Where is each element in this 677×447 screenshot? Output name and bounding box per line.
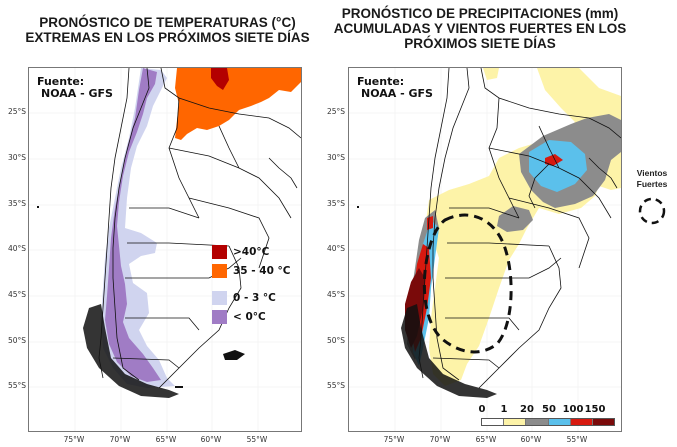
source-label-title: Fuente: xyxy=(357,75,405,88)
colorbar-tick: 150 xyxy=(584,404,606,415)
colorbar-bin-100-150 xyxy=(570,419,593,425)
colorbar-tick: 50 xyxy=(542,404,556,415)
legend-label: >40°C xyxy=(233,246,270,258)
colorbar-bin-1-20 xyxy=(504,419,527,425)
lat-label-right: 50°S xyxy=(326,336,345,345)
borders xyxy=(98,68,301,389)
lon-label-left: 75°W xyxy=(63,435,85,444)
precipitation-colorbar xyxy=(481,418,615,426)
wind-legend-line-1: Vientos xyxy=(636,168,668,178)
colorbar-bin-20-50 xyxy=(526,419,549,425)
precipitation-map-graphic xyxy=(349,68,621,431)
lat-label-right: 40°S xyxy=(326,244,345,253)
source-label-title: Fuente: xyxy=(37,75,85,88)
lat-label-left: 35°S xyxy=(7,199,26,208)
lat-label-right: 35°S xyxy=(326,199,345,208)
chile-coast-islands xyxy=(37,206,245,398)
lon-label-right: 55°W xyxy=(566,435,588,444)
right-map-title: PRONÓSTICO DE PRECIPITACIONES (mm) ACUMU… xyxy=(330,6,630,51)
lon-label-right: 60°W xyxy=(520,435,542,444)
lon-label-left: 70°W xyxy=(109,435,131,444)
lon-label-left: 55°W xyxy=(246,435,268,444)
left-title-line-2: EXTREMAS EN LOS PRÓXIMOS SIETE DÍAS xyxy=(25,30,310,45)
lat-label-right: 45°S xyxy=(326,290,345,299)
precipitation-map: Fuente: NOAA - GFS xyxy=(348,67,622,432)
wind-legend-line-2: Fuertes xyxy=(636,179,668,189)
legend-label: 0 - 3 °C xyxy=(233,292,276,304)
legend-swatch xyxy=(212,310,227,324)
temperature-map: Fuente: NOAA - GFS xyxy=(28,67,302,432)
source-label-value: NOAA - GFS xyxy=(361,87,433,100)
chile-coast-islands xyxy=(357,206,497,398)
lat-label-right: 55°S xyxy=(326,381,345,390)
legend-label: < 0°C xyxy=(233,311,266,323)
right-title-line-1: PRONÓSTICO DE PRECIPITACIONES (mm) xyxy=(341,6,619,21)
left-title-line-1: PRONÓSTICO DE TEMPERATURAS (°C) xyxy=(39,15,296,30)
colorbar-tick: 0 xyxy=(478,404,486,415)
lat-label-left: 40°S xyxy=(7,244,26,253)
colorbar-tick: 100 xyxy=(562,404,584,415)
source-label: Fuente: NOAA - GFS xyxy=(357,76,433,100)
strong-winds-area xyxy=(422,213,513,354)
lon-label-right: 75°W xyxy=(383,435,405,444)
lat-label-right: 25°S xyxy=(326,107,345,116)
lat-label-left: 45°S xyxy=(7,290,26,299)
precip-50-100 xyxy=(413,140,587,366)
colorbar-bin-50-100 xyxy=(548,419,571,425)
hot-region-35-40 xyxy=(175,68,301,140)
lon-label-right: 70°W xyxy=(429,435,451,444)
hot-region-over-40 xyxy=(211,68,229,90)
colorbar-bin-0-1 xyxy=(482,419,505,425)
temperature-map-graphic xyxy=(29,68,301,431)
lat-label-left: 30°S xyxy=(7,153,26,162)
lat-label-left: 25°S xyxy=(7,107,26,116)
lat-label-left: 55°S xyxy=(7,381,26,390)
legend-swatch xyxy=(212,264,227,278)
lat-label-left: 50°S xyxy=(7,336,26,345)
legend-swatch xyxy=(212,291,227,305)
legend-swatch xyxy=(212,245,227,259)
legend-label: 35 - 40 °C xyxy=(233,265,291,277)
colorbar-tick: 1 xyxy=(500,404,508,415)
cold-region-below-0 xyxy=(105,68,161,382)
right-title-line-2: ACUMULADAS Y VIENTOS FUERTES EN LOS xyxy=(333,21,627,36)
wind-legend: Vientos Fuertes xyxy=(630,168,674,229)
dashed-circle-icon xyxy=(638,197,666,225)
right-title-line-3: PRÓXIMOS SIETE DÍAS xyxy=(404,36,556,51)
source-label-value: NOAA - GFS xyxy=(41,87,113,100)
source-label: Fuente: NOAA - GFS xyxy=(37,76,113,100)
lat-label-right: 30°S xyxy=(326,153,345,162)
lon-label-right: 65°W xyxy=(475,435,497,444)
lon-label-left: 60°W xyxy=(200,435,222,444)
colorbar-tick: 20 xyxy=(520,404,534,415)
lon-label-left: 65°W xyxy=(155,435,177,444)
colorbar-bin-over-150 xyxy=(592,419,615,425)
left-map-title: PRONÓSTICO DE TEMPERATURAS (°C) EXTREMAS… xyxy=(0,15,335,45)
